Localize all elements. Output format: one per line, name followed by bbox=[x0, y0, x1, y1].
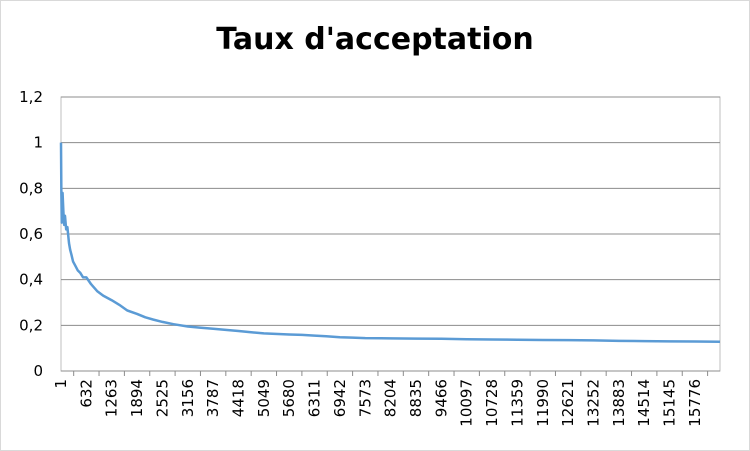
x-tick-label: 11990 bbox=[534, 379, 552, 427]
x-tick-label: 6311 bbox=[306, 379, 324, 417]
x-tick-label: 10728 bbox=[483, 379, 501, 427]
y-tick-label: 0,8 bbox=[19, 179, 43, 197]
x-tick-label: 6942 bbox=[331, 379, 349, 417]
x-tick-label: 15776 bbox=[686, 379, 704, 427]
x-tick-label: 9466 bbox=[432, 379, 450, 417]
x-tick-label: 11359 bbox=[508, 379, 526, 427]
y-tick-label: 1 bbox=[33, 134, 43, 152]
y-tick-label: 0,2 bbox=[19, 316, 43, 334]
x-tick-label: 632 bbox=[77, 379, 95, 408]
x-tick-label: 10097 bbox=[458, 379, 476, 427]
x-tick-label: 1263 bbox=[103, 379, 121, 417]
x-tick-label: 13883 bbox=[610, 379, 628, 427]
x-tick-label: 3787 bbox=[204, 379, 222, 417]
x-tick-label: 1 bbox=[52, 379, 70, 389]
chart-title: Taux d'acceptation bbox=[216, 22, 534, 57]
y-tick-label: 0 bbox=[33, 362, 43, 380]
y-tick-label: 0,6 bbox=[19, 225, 43, 243]
y-tick-label: 0,4 bbox=[19, 271, 43, 289]
x-tick-label: 8835 bbox=[407, 379, 425, 417]
x-tick-label: 12621 bbox=[559, 379, 577, 427]
x-tick-label: 13252 bbox=[584, 379, 602, 427]
x-tick-label: 2525 bbox=[153, 379, 171, 417]
x-tick-label: 7573 bbox=[356, 379, 374, 417]
x-tick-label: 14514 bbox=[635, 379, 653, 427]
y-tick-label: 1,2 bbox=[19, 88, 43, 106]
x-tick-label: 3156 bbox=[179, 379, 197, 417]
x-tick-label: 5680 bbox=[280, 379, 298, 417]
x-tick-label: 1894 bbox=[128, 379, 146, 417]
x-tick-label: 5049 bbox=[255, 379, 273, 417]
x-tick-label: 8204 bbox=[382, 379, 400, 417]
x-tick-label: 15145 bbox=[661, 379, 679, 427]
series-line bbox=[59, 142, 721, 344]
x-tick-label: 4418 bbox=[229, 379, 247, 417]
